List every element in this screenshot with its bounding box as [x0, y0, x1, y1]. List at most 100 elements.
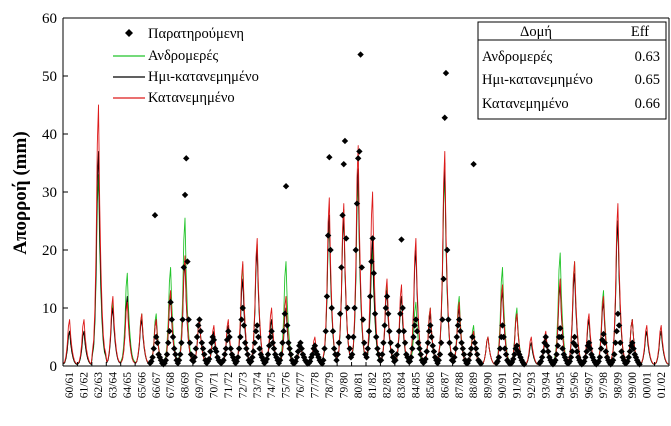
observed-point [401, 339, 409, 346]
observed-point [620, 357, 628, 364]
x-tick-label: 66/67 [151, 372, 163, 398]
x-tick-label: 63/64 [108, 372, 120, 398]
observed-point [631, 351, 638, 358]
observed-point [546, 354, 553, 361]
observed-point [352, 246, 359, 254]
observed-point [286, 345, 293, 352]
observed-point [334, 351, 341, 358]
observed-point [235, 345, 243, 352]
observed-point [320, 357, 327, 364]
x-tick-label: 71/72 [223, 372, 235, 398]
observed-point [151, 212, 159, 219]
observed-point [601, 339, 608, 346]
observed-point [501, 345, 509, 352]
observed-point [597, 345, 605, 352]
observed-point [328, 304, 335, 312]
x-tick-label: 64/65 [122, 372, 134, 398]
observed-point [630, 345, 637, 352]
observed-point [195, 322, 202, 329]
observed-point [451, 354, 458, 361]
observed-point [345, 333, 352, 341]
observed-point [437, 339, 445, 346]
observed-point [472, 345, 480, 352]
observed-point [329, 328, 337, 335]
observed-point [632, 354, 640, 361]
x-tick-label: 75/76 [281, 372, 293, 398]
observed-point [240, 322, 248, 329]
observed-point [468, 345, 475, 352]
observed-point [220, 357, 227, 364]
y-tick-label: 60 [42, 11, 57, 27]
efficiency-row-value: 0.63 [635, 49, 660, 65]
observed-point [500, 333, 507, 341]
observed-point [499, 322, 506, 329]
observed-point [575, 354, 582, 361]
observed-point [309, 351, 316, 358]
observed-point [397, 310, 404, 317]
observed-point [333, 357, 340, 364]
observed-point [163, 351, 171, 358]
observed-point [338, 264, 345, 271]
observed-point [225, 328, 232, 335]
x-tick-label: 85/86 [425, 372, 437, 398]
observed-point [553, 351, 560, 358]
observed-point [380, 339, 387, 346]
observed-point [311, 342, 319, 349]
observed-point [633, 357, 641, 364]
y-tick-label: 50 [42, 69, 57, 85]
observed-point [415, 339, 422, 346]
observed-point [399, 304, 406, 312]
observed-point [429, 342, 436, 349]
observed-point [582, 354, 589, 361]
observed-point [227, 345, 234, 352]
efficiency-header-eff: Eff [631, 24, 649, 40]
observed-point [618, 348, 625, 355]
observed-point [400, 328, 408, 335]
observed-point [293, 354, 301, 361]
observed-point [511, 351, 518, 358]
x-tick-label: 00/01 [641, 372, 653, 398]
x-tick-label: 67/68 [165, 372, 177, 398]
x-tick-label: 97/98 [598, 372, 610, 398]
observed-point [344, 304, 351, 312]
observed-point [239, 304, 246, 312]
observed-point [587, 345, 594, 352]
x-tick-label: 82/83 [382, 372, 394, 398]
observed-point [520, 361, 528, 368]
observed-point [458, 339, 465, 346]
observed-point [360, 339, 368, 346]
observed-point [192, 345, 200, 352]
observed-point [570, 339, 577, 346]
y-tick-label: 20 [42, 243, 57, 259]
observed-point [393, 351, 400, 358]
observed-point [386, 328, 393, 335]
observed-point [602, 348, 610, 355]
observed-point [201, 351, 208, 358]
efficiency-row-label: Κατανεμημένο [482, 96, 569, 112]
observed-point [457, 328, 464, 335]
x-tick-label: 95/96 [569, 372, 581, 398]
observed-point [416, 345, 423, 352]
observed-point [422, 355, 429, 363]
observed-point [585, 339, 593, 346]
x-tick-label: 70/71 [209, 372, 221, 398]
x-tick-label: 61/62 [79, 372, 91, 398]
observed-point [371, 310, 379, 317]
observed-point [469, 333, 476, 341]
observed-point [197, 328, 204, 335]
observed-point [435, 357, 442, 364]
observed-point [573, 348, 581, 355]
observed-point [383, 293, 391, 300]
observed-point [554, 342, 561, 349]
y-tick-label: 0 [50, 359, 58, 375]
observed-point [175, 357, 183, 364]
observed-point [375, 351, 382, 358]
x-tick-label: 74/75 [266, 372, 278, 398]
observed-point [540, 348, 547, 355]
x-tick-label: 80/81 [353, 372, 365, 398]
observed-point [214, 354, 221, 361]
observed-point [443, 246, 451, 254]
observed-point [452, 345, 459, 352]
efficiency-table: Δομή Eff Ανδρομερές 0.63 Ημι-κατανεμημέν… [477, 21, 667, 120]
observed-point [172, 351, 179, 358]
